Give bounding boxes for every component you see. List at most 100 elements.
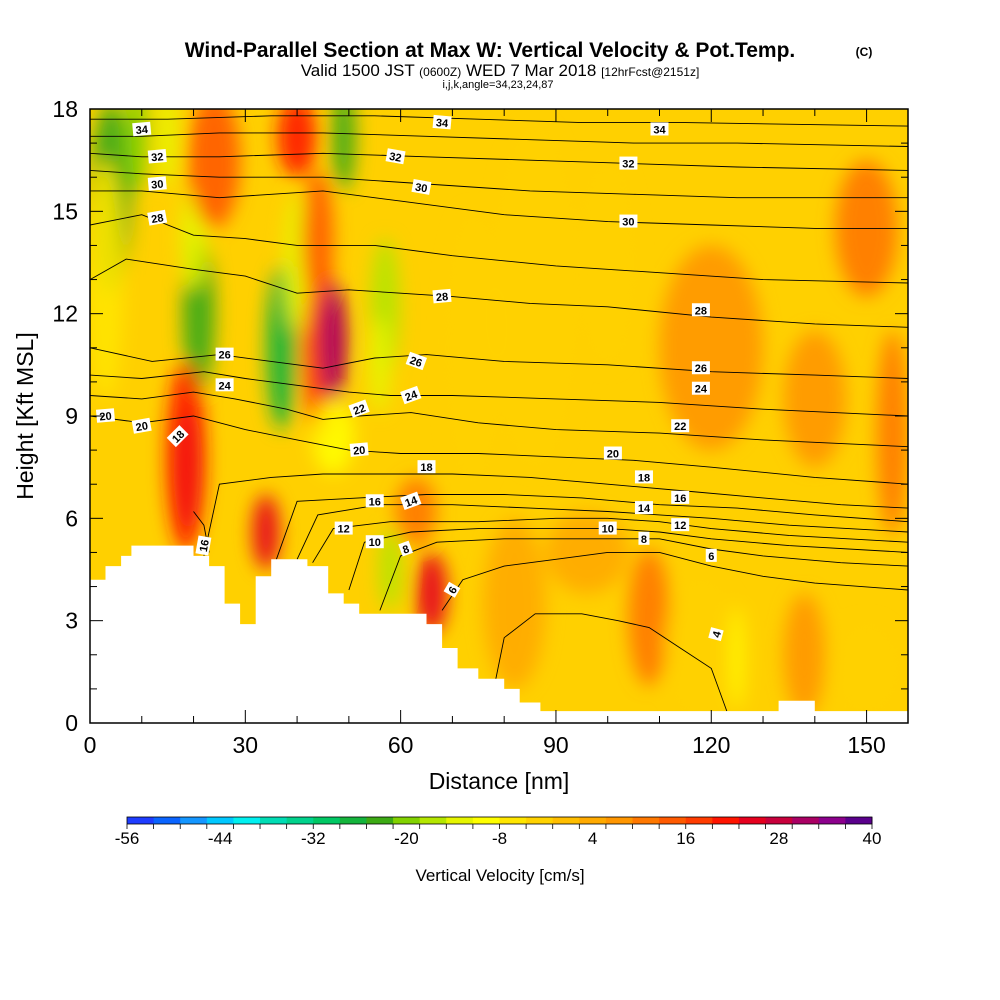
isentrope-line [348, 528, 908, 591]
isentrope-label: 22 [348, 399, 370, 418]
y-tick-label: 12 [52, 301, 78, 327]
isentrope-label-box [598, 521, 617, 535]
w-cell [319, 282, 348, 399]
isentrope-label-text: 30 [622, 217, 634, 229]
w-cell [447, 211, 499, 485]
subtitle-valid: Valid 1500 JST [301, 61, 415, 80]
y-tick-label: 15 [52, 198, 78, 224]
isentrope-label: 18 [417, 460, 436, 474]
isentrope-label-text: 18 [638, 472, 650, 484]
isentrope-line [90, 347, 908, 379]
w-cell [664, 579, 738, 717]
isentrope-label-text: 18 [420, 462, 432, 474]
axes: 0 30 60 90 120 150 0 3 6 9 12 15 18 [52, 96, 908, 758]
isentrope-label-box [411, 178, 432, 195]
isentrope-label-box [385, 148, 406, 165]
colorbar-swatch [206, 817, 234, 824]
isentrope-label: 20 [349, 442, 369, 458]
isentrope-label: 26 [215, 347, 234, 362]
isentrope-label-text: 8 [401, 543, 411, 556]
isentrope-label-text: 30 [414, 181, 428, 195]
isentrope-label-text: 26 [408, 355, 424, 370]
isentrope-label-text: 26 [695, 363, 707, 375]
isentrope-line [441, 551, 908, 611]
isentrope-line [312, 517, 908, 563]
w-cell [730, 607, 744, 710]
isentrope-label: 4 [708, 627, 724, 642]
colorbar-tick-label: -56 [115, 829, 140, 848]
w-cell [157, 109, 179, 188]
isentrope-labels: 34 32 30 28 34 32 30 34 32 30 28 28 26 24 26 26 24 24 22 22… [95, 114, 724, 642]
isentrope-label: 28 [147, 209, 168, 226]
y-tick-label: 9 [65, 403, 78, 429]
isentrope-label-text: 14 [638, 503, 651, 515]
isentrope-label-box [365, 535, 384, 549]
isentrope-label: 14 [634, 501, 653, 515]
isentrope-label-box [638, 531, 650, 545]
isentrope-label-text: 26 [218, 350, 230, 362]
colorbar-swatch [765, 817, 793, 824]
isentrope-label: 24 [400, 385, 422, 405]
isentrope-label-text: 16 [369, 496, 381, 508]
isentrope-label-box [166, 425, 189, 448]
colorbar-swatch [286, 817, 314, 824]
isentrope-label-text: 20 [353, 445, 366, 458]
isentrope-label: 16 [671, 490, 690, 505]
x-axis-label: Distance [nm] [429, 768, 570, 794]
x-tick-label: 30 [233, 732, 259, 758]
colorbar-swatch [685, 817, 713, 824]
isentrope-label-text: 16 [674, 493, 686, 505]
isentrope-line [90, 391, 908, 448]
w-cell [378, 528, 402, 611]
w-cell [188, 109, 241, 229]
w-cell [876, 330, 908, 536]
isentrope-label-box [671, 490, 690, 504]
isentrope-line [90, 258, 908, 328]
isentrope-label-box [691, 303, 710, 317]
isentrope-label-text: 12 [674, 520, 686, 532]
w-cell [581, 160, 634, 365]
x-tick-label: 90 [543, 732, 569, 758]
isentrope-label: 30 [619, 214, 638, 229]
isentrope-label-box [671, 518, 690, 532]
colorbar-swatch [792, 817, 820, 824]
isentrope-label-text: 24 [695, 384, 708, 396]
isentrope-line [275, 494, 908, 560]
colorbar-swatch [472, 817, 500, 824]
colorbar-swatch [818, 817, 846, 824]
isentrope-line [90, 415, 908, 485]
isentrope-label-box [443, 581, 461, 598]
x-tick-label: 150 [847, 732, 885, 758]
isentrope-label-text: 10 [602, 524, 614, 536]
isentrope-label-box [400, 491, 422, 510]
y-axis-label: Height [Kft MSL] [12, 332, 38, 499]
isentrope-label: 26 [405, 351, 428, 371]
colorbar-tick-label: 16 [676, 829, 695, 848]
isentrope-label-box [650, 122, 669, 136]
isentrope-label-text: 28 [436, 291, 449, 304]
isentrope-label: 26 [691, 361, 710, 375]
isentrope-label-box [603, 446, 622, 460]
isentrope-label-text: 20 [607, 449, 619, 461]
colorbar-swatch [659, 817, 687, 824]
isentrope-label-text: 30 [151, 179, 164, 192]
isentrope-line [296, 504, 908, 560]
colorbar-swatch [366, 817, 394, 824]
isentrope-label-box [398, 540, 414, 557]
isentrope-label-text: 22 [352, 402, 368, 417]
isentrope-label-box [705, 548, 717, 562]
colorbar-swatch [180, 817, 208, 824]
chart-title-mark: (C) [856, 45, 873, 59]
isentrope-label-text: 10 [369, 537, 381, 549]
isentrope-label: 20 [95, 408, 116, 424]
isentrope-label-text: 34 [135, 124, 149, 137]
chart-subtitle: Valid 1500 JST (0600Z) WED 7 Mar 2018 [1… [301, 61, 700, 80]
isentrope-label: 6 [443, 581, 461, 598]
colorbar-swatch [552, 817, 580, 824]
isentrope-label-box [334, 521, 353, 535]
isentrope-label: 22 [671, 419, 690, 433]
isentrope-label: 16 [195, 535, 212, 556]
isentrope-label-box [634, 470, 653, 484]
isentrope-label: 34 [650, 122, 669, 136]
colorbar-swatch [845, 817, 873, 824]
